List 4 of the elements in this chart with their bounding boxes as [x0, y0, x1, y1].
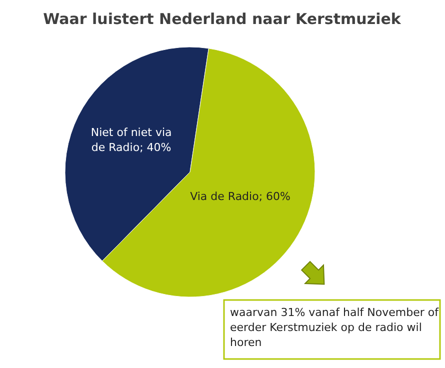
chart-title: Waar luistert Nederland naar Kerstmuziek: [43, 10, 402, 28]
text: waarvan 31% vanaf half November of eerder Kerstmuziek op de radio wil horen: [230, 306, 440, 349]
slice-label: Via de Radio; 60%: [190, 190, 290, 203]
slice-label: Niet of niet via de Radio; 40%: [90, 126, 172, 154]
